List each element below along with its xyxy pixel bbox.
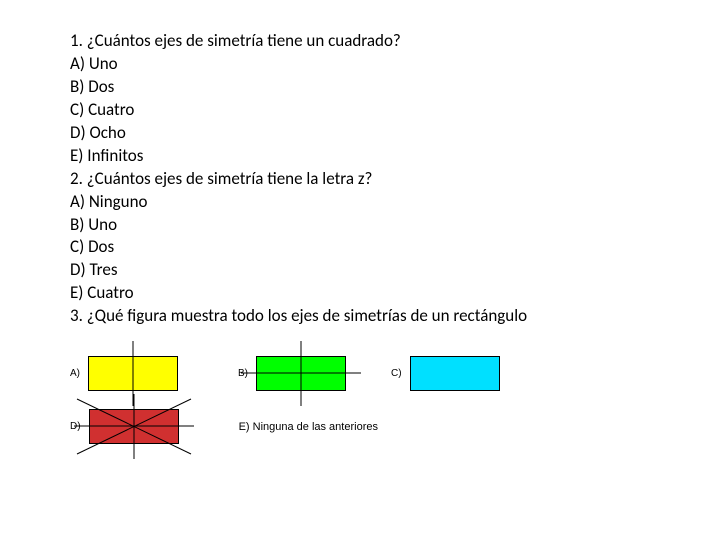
q1-option-d: D) Ocho [70,122,720,145]
figure-b: B) [238,356,346,391]
figure-d: D) [70,409,179,444]
figure-b-label: B) [238,368,248,379]
figure-c: C) [391,356,500,391]
figures-row-2: D) E) Ninguna de las anteriores [70,409,720,444]
q2-option-b: B) Uno [70,214,720,237]
q1-option-b: B) Dos [70,76,720,99]
figure-e: E) Ninguna de las anteriores [239,421,386,433]
figures-row-1: A) B) C) [70,356,720,391]
q2-option-c: C) Dos [70,236,720,259]
figure-c-rect [410,356,500,391]
figure-b-rect [256,356,346,391]
q1-option-c: C) Cuatro [70,99,720,122]
figure-e-label: E) Ninguna de las anteriores [239,421,378,433]
figure-c-label: C) [391,368,402,379]
figure-a-rect [88,356,178,391]
q3-text: 3. ¿Qué figura muestra todo los ejes de … [70,305,720,328]
q1-text: 1. ¿Cuántos ejes de simetría tiene un cu… [70,30,720,53]
q2-option-e: E) Cuatro [70,282,720,305]
q2-option-d: D) Tres [70,259,720,282]
q1-option-e: E) Infinitos [70,145,720,168]
figure-d-label: D) [70,421,81,432]
figures-container: A) B) C) [70,356,720,444]
q2-option-a: A) Ninguno [70,191,720,214]
questions-block: 1. ¿Cuántos ejes de simetría tiene un cu… [70,30,720,328]
figure-a-rect-wrap [88,356,178,391]
figure-b-rect-wrap [256,356,346,391]
figure-d-rect [89,409,179,444]
figure-a-label: A) [70,368,80,379]
q1-option-a: A) Uno [70,53,720,76]
figure-c-rect-wrap [410,356,500,391]
figure-a: A) [70,356,178,391]
q2-text: 2. ¿Cuántos ejes de simetría tiene la le… [70,168,720,191]
figure-d-rect-wrap [89,409,179,444]
